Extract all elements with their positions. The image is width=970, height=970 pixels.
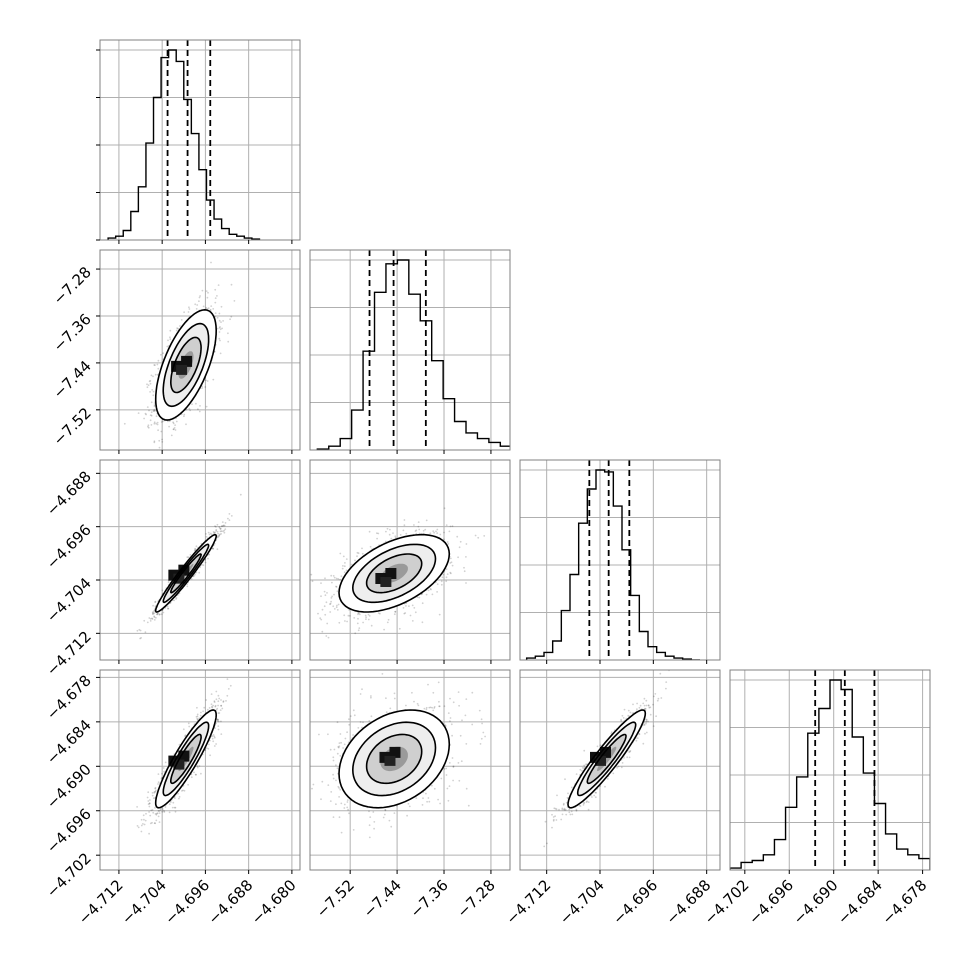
contour-lines (338, 533, 451, 613)
panel-frame (729, 669, 931, 871)
density-peak (171, 355, 193, 375)
y-tick-label: −4.690 (43, 760, 95, 812)
histogram-3 (730, 679, 930, 870)
x-tick-label: −4.712 (503, 876, 555, 928)
panel-2-1 (309, 459, 511, 664)
contour-lines (154, 709, 218, 809)
histogram-1 (316, 259, 510, 450)
panel-1-0: −7.52−7.44−7.36−7.28 (50, 249, 301, 454)
contour-1 (365, 553, 423, 594)
contour-2 (576, 721, 637, 797)
x-tick-label: −4.680 (248, 876, 300, 928)
panel-2-2 (519, 459, 721, 664)
density-peak (168, 750, 190, 770)
panel-3-3: −4.702−4.696−4.690−4.684−4.678 (701, 669, 931, 928)
histogram-2 (525, 469, 700, 660)
y-tick-label: −4.704 (43, 574, 95, 626)
x-tick-label: −7.36 (407, 876, 452, 921)
x-tick-label: −7.28 (454, 876, 499, 921)
y-tick-label: −4.678 (43, 672, 95, 724)
contour-2 (162, 721, 210, 797)
contour-3 (154, 709, 218, 809)
panel-3-1: −7.52 −7.44 −7.36 −7.28 (309, 669, 511, 921)
x-tick-label: −4.688 (204, 876, 256, 928)
panel-frame (99, 249, 301, 451)
panel-frame (309, 669, 511, 871)
panel-frame (99, 669, 301, 871)
contour-3 (154, 533, 217, 613)
x-tick-label: −7.52 (313, 876, 358, 921)
contour-3 (338, 709, 451, 809)
y-tick-label: −7.36 (50, 310, 95, 355)
x-tick-label: −4.704 (556, 876, 608, 928)
density-fill (568, 710, 646, 808)
panel-3-2: −4.712 −4.704 −4.696 −4.688 (503, 669, 721, 928)
panel-0-0 (96, 39, 301, 244)
contour-1 (170, 733, 202, 785)
panel-1-1 (309, 249, 511, 454)
x-tick-label: −4.704 (118, 876, 170, 928)
contour-2 (351, 721, 437, 797)
panel-3-0: −4.702−4.696−4.690−4.684−4.678−4.712−4.7… (43, 669, 301, 928)
panel-frame (519, 459, 721, 661)
contour-lines (567, 709, 647, 809)
y-tick-label: −4.696 (43, 805, 95, 857)
contour-1 (365, 733, 423, 785)
y-tick-label: −4.702 (43, 849, 95, 901)
x-tick-label: −4.684 (834, 876, 886, 928)
panel-frame (309, 249, 511, 451)
y-tick-label: −4.684 (43, 716, 95, 768)
x-tick-label: −4.696 (745, 876, 797, 928)
contour-2 (162, 322, 210, 408)
y-tick-label: −7.28 (50, 263, 95, 308)
x-tick-label: −4.678 (878, 876, 930, 928)
contour-1 (169, 336, 202, 394)
y-tick-label: −4.712 (43, 627, 95, 679)
contour-3 (154, 308, 218, 421)
panel-frame (519, 669, 721, 871)
histogram-0 (107, 49, 261, 240)
x-tick-label: −7.44 (360, 876, 405, 921)
x-tick-label: −4.712 (75, 876, 127, 928)
density-peak (379, 746, 401, 766)
contour-3 (338, 533, 451, 613)
contour-lines (154, 308, 218, 421)
contour-lines (338, 709, 451, 809)
contour-2 (351, 543, 437, 604)
y-tick-label: −4.696 (43, 521, 95, 573)
y-tick-label: −7.44 (50, 357, 95, 402)
contour-1 (170, 553, 202, 594)
contour-2 (162, 543, 210, 604)
x-tick-label: −4.696 (609, 876, 661, 928)
x-tick-label: −4.690 (790, 876, 842, 928)
contour-1 (586, 733, 627, 785)
y-tick-label: −7.52 (50, 404, 95, 449)
contour-lines (154, 533, 217, 613)
contour-3 (567, 709, 647, 809)
panel-frame (99, 39, 301, 241)
density-peak (375, 568, 397, 587)
panel-frame (99, 459, 301, 661)
panel-frame (309, 459, 511, 661)
panel-2-0: −4.712−4.704−4.696−4.688 (43, 459, 301, 679)
x-tick-label: −4.696 (161, 876, 213, 928)
y-tick-label: −4.688 (43, 467, 95, 519)
